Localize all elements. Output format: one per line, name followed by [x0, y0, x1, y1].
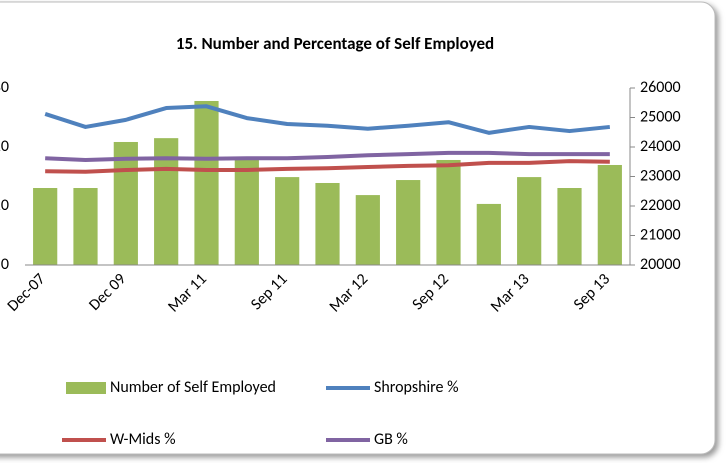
- bar: [275, 177, 300, 265]
- legend-label: GB %: [374, 430, 408, 449]
- chart-title: 15. Number and Percentage of Self Employ…: [176, 33, 494, 54]
- bar: [234, 159, 259, 265]
- line: [45, 159, 610, 174]
- y2-tick-label: 21000: [640, 225, 681, 244]
- bar: [33, 188, 58, 265]
- line: [45, 150, 610, 162]
- y2-tick-label: 23000: [640, 166, 681, 185]
- y2-tick-label: 24000: [640, 137, 681, 156]
- bar: [73, 188, 98, 265]
- bar: [194, 100, 219, 265]
- legend-label: Shropshire %: [374, 378, 459, 397]
- bar: [517, 177, 542, 265]
- y2-tick-label: 26000: [640, 78, 681, 97]
- bar: [113, 141, 138, 265]
- legend-label: W-Mids %: [110, 430, 176, 449]
- bar: [557, 188, 582, 265]
- bar: [315, 182, 340, 265]
- bar: [597, 164, 622, 265]
- y-tick-label: 0: [1, 255, 9, 274]
- bar: [436, 159, 461, 265]
- y-tick-label: 10: [0, 196, 9, 215]
- legend-swatch: [66, 382, 106, 394]
- y-tick-label: 30: [0, 78, 9, 97]
- y2-tick-label: 25000: [640, 107, 681, 126]
- bar: [476, 203, 501, 265]
- bar: [396, 180, 421, 265]
- bar: [355, 195, 380, 265]
- y-tick-label: 20: [0, 137, 9, 156]
- y2-tick-label: 22000: [640, 196, 681, 215]
- line: [44, 104, 611, 135]
- legend-label: Number of Self Employed: [110, 378, 276, 397]
- y2-tick-label: 20000: [640, 255, 681, 274]
